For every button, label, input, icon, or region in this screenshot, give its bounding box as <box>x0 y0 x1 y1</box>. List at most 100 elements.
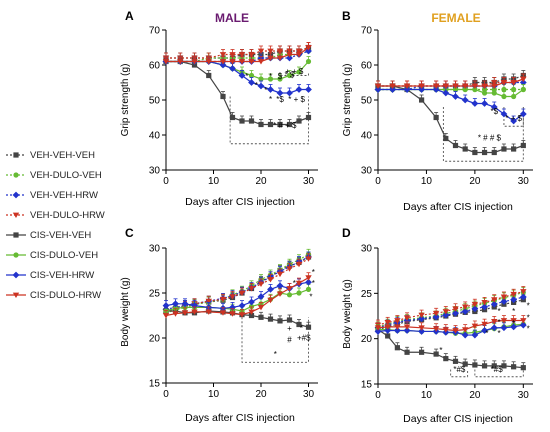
series-veh-dulo-hrw <box>162 42 312 61</box>
data-point <box>472 86 478 93</box>
data-point <box>433 351 439 357</box>
data-point <box>374 86 382 93</box>
y-tick-label: 25 <box>361 289 373 300</box>
data-point <box>276 55 284 61</box>
data-point <box>442 83 450 89</box>
data-point <box>418 83 425 89</box>
data-point <box>286 266 293 272</box>
significance-bracket <box>241 317 309 363</box>
data-point <box>520 365 526 371</box>
x-tick-label: 20 <box>469 176 481 187</box>
series-line <box>165 256 309 310</box>
panel-letter-a: A <box>125 9 134 23</box>
data-point <box>177 59 184 65</box>
data-point <box>258 121 264 128</box>
data-point <box>248 79 255 86</box>
data-point <box>205 309 212 315</box>
x-tick-label: 30 <box>518 176 530 187</box>
data-point <box>385 333 391 339</box>
data-point <box>267 48 274 54</box>
data-point <box>490 103 498 111</box>
data-point <box>276 291 284 297</box>
y-tick-label: 25 <box>149 289 161 300</box>
y-tick-label: 30 <box>149 166 161 177</box>
data-point <box>442 311 450 319</box>
legend-marker <box>12 271 20 279</box>
legend-entry: VEH-VEH-HRW <box>6 190 98 201</box>
series-line <box>378 88 524 122</box>
data-point <box>491 319 498 325</box>
series-cis-dulo-hrw <box>162 272 312 319</box>
x-tick-label: 20 <box>469 390 481 401</box>
data-point <box>519 293 527 301</box>
data-point <box>490 300 498 308</box>
data-point <box>462 146 468 152</box>
legend-marker <box>13 252 19 258</box>
data-point <box>229 294 236 300</box>
panel-title: FEMALE <box>431 11 480 25</box>
series-line <box>166 47 309 63</box>
data-point <box>305 86 312 93</box>
y-tick-label: 30 <box>361 244 373 255</box>
data-point <box>471 100 479 107</box>
data-point <box>461 331 469 339</box>
legend-marker <box>12 212 20 218</box>
legend-entry: CIS-VEH-HRW <box>6 270 94 281</box>
y-tick-label: 30 <box>149 244 161 255</box>
data-point <box>520 142 526 149</box>
y-tick-label: 50 <box>149 96 161 107</box>
data-point <box>258 76 264 82</box>
data-point <box>267 55 274 61</box>
panel-d: D Body weight (g) Days after CIS injecti… <box>342 226 533 425</box>
data-point <box>248 52 255 58</box>
data-point <box>418 97 425 103</box>
plot-area: 30 40 50 60 70 0 10 20 30 *$ * + $ * # # $ <box>361 26 533 187</box>
data-point <box>172 300 179 308</box>
data-point <box>384 324 391 330</box>
data-point <box>418 328 425 335</box>
data-point <box>452 306 459 312</box>
data-point <box>248 72 255 79</box>
data-point <box>403 86 411 93</box>
data-point <box>511 364 517 370</box>
significance-annotation: * <box>512 319 515 328</box>
y-axis-label: Body weight (g) <box>120 277 131 346</box>
legend-entry: VEH-DULO-VEH <box>6 170 102 181</box>
data-point <box>481 300 488 306</box>
series-cis-dulo-hrw <box>374 315 527 334</box>
data-point <box>462 86 468 93</box>
data-point <box>277 318 283 324</box>
legend-label: VEH-VEH-VEH <box>30 150 95 161</box>
significance-annotation: * <box>527 324 530 333</box>
data-point <box>510 318 517 324</box>
x-tick-label: 30 <box>518 390 530 401</box>
significance-annotation: *#$ <box>453 365 466 374</box>
data-point <box>374 83 382 89</box>
y-tick-label: 20 <box>149 334 161 345</box>
data-point <box>238 72 246 79</box>
panel-letter-c: C <box>125 226 134 240</box>
series-line <box>377 290 524 326</box>
significance-annotation: + <box>287 324 292 333</box>
data-point <box>442 327 450 333</box>
data-point <box>443 135 449 142</box>
legend-marker <box>12 191 20 199</box>
data-point <box>286 292 293 298</box>
data-point <box>418 312 425 319</box>
significance-annotation: * + $ <box>288 95 305 104</box>
data-point <box>471 305 479 313</box>
series-line <box>378 88 524 98</box>
data-point <box>219 296 227 303</box>
data-point <box>162 302 170 309</box>
data-point <box>472 362 478 368</box>
data-point <box>433 114 439 121</box>
data-point <box>296 69 302 75</box>
data-point <box>286 72 293 79</box>
data-point <box>248 298 255 306</box>
data-point <box>511 86 517 93</box>
y-tick-label: 40 <box>149 131 161 142</box>
data-point <box>267 121 274 128</box>
